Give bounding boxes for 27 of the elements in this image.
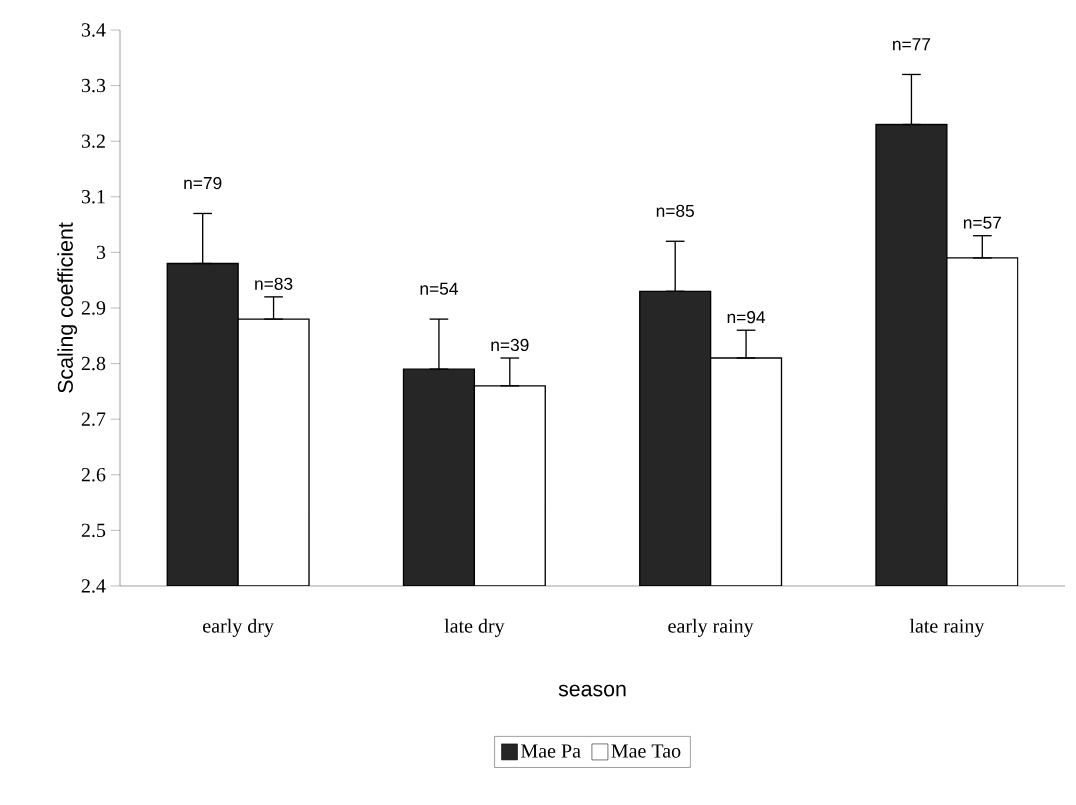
x-axis-title: season	[558, 684, 626, 697]
x-tick-label: early dry	[203, 618, 274, 637]
y-tick-label: 2.6	[81, 468, 106, 482]
x-tick-label: early rainy	[668, 618, 754, 637]
y-tick-label: 2.7	[81, 412, 106, 426]
y-axis-title: Scaling coefficient	[57, 222, 78, 393]
annotation: n=83	[255, 277, 293, 290]
y-tick-label: 3.1	[81, 190, 105, 204]
annotation: n=85	[656, 204, 694, 217]
legend-label: Mae Pa	[521, 744, 581, 758]
y-tick-label: 3.4	[81, 23, 106, 37]
x-tick-label: late rainy	[909, 618, 985, 637]
annotation: n=57	[963, 216, 1001, 229]
y-tick-label: 3	[96, 245, 106, 260]
y-tick-label: 2.4	[81, 579, 106, 593]
y-tick-label: 3.3	[81, 78, 106, 93]
x-tick-label: late dry	[444, 618, 505, 637]
legend-label: Mae Tao	[611, 744, 681, 758]
annotation: n=94	[727, 311, 766, 324]
y-tick-label: 2.5	[81, 523, 106, 538]
y-tick-label: 2.8	[81, 356, 106, 371]
y-tick-label: 3.2	[81, 134, 105, 148]
annotation: n=77	[893, 38, 931, 51]
annotation: n=79	[184, 176, 222, 190]
y-tick-label: 2.9	[81, 301, 106, 315]
annotation: n=54	[420, 282, 458, 295]
annotation: n=39	[491, 338, 529, 352]
